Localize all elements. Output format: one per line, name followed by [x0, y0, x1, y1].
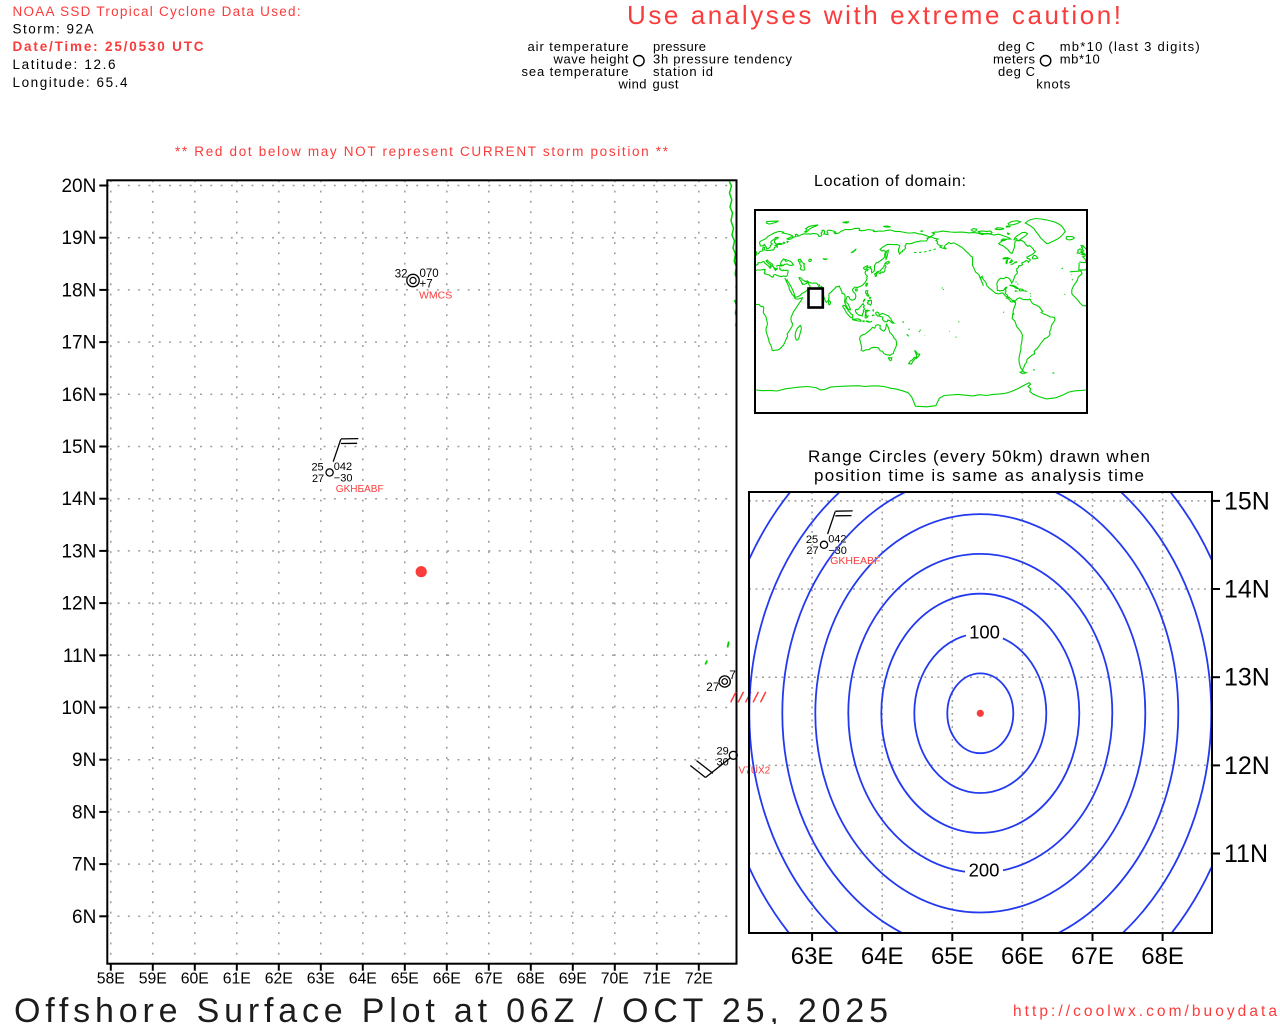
- svg-text:32: 32: [395, 269, 408, 281]
- svg-text:knots: knots: [1036, 77, 1071, 92]
- svg-text:11N: 11N: [1224, 840, 1268, 868]
- svg-text:8N: 8N: [72, 802, 96, 823]
- svg-text:mb*10: mb*10: [1060, 52, 1100, 67]
- svg-text:7N: 7N: [72, 855, 96, 876]
- svg-text:+7: +7: [420, 279, 433, 291]
- svg-text:12N: 12N: [1224, 752, 1270, 780]
- svg-text:Longitude: 65.4: Longitude: 65.4: [13, 75, 128, 90]
- svg-text:69E: 69E: [559, 971, 587, 988]
- svg-text:100: 100: [969, 622, 1000, 643]
- svg-text:3h pressure tendency: 3h pressure tendency: [653, 52, 793, 67]
- svg-text:−30: −30: [334, 473, 353, 485]
- svg-text:19N: 19N: [61, 228, 96, 249]
- svg-text:air temperature: air temperature: [528, 39, 629, 54]
- svg-text:9N: 9N: [72, 750, 96, 771]
- svg-text:7: 7: [729, 668, 736, 682]
- svg-text:WMCS: WMCS: [419, 290, 452, 302]
- svg-text:15N: 15N: [61, 437, 96, 458]
- svg-text:Date/Time: 25/0530 UTC: Date/Time: 25/0530 UTC: [13, 39, 204, 54]
- svg-text:68E: 68E: [517, 971, 545, 988]
- svg-text:70E: 70E: [601, 971, 629, 988]
- svg-text:58E: 58E: [97, 971, 125, 988]
- svg-text:25: 25: [311, 462, 323, 474]
- svg-text:64E: 64E: [861, 943, 904, 970]
- svg-text:Use analyses with extreme caut: Use analyses with extreme caution!: [627, 0, 1121, 30]
- svg-text:042: 042: [334, 461, 352, 473]
- svg-text:71E: 71E: [643, 971, 671, 988]
- svg-text:62E: 62E: [265, 971, 293, 988]
- svg-text:070: 070: [420, 268, 439, 280]
- svg-text:042: 042: [828, 534, 846, 546]
- svg-text:66E: 66E: [1001, 943, 1044, 970]
- svg-text:Storm: 92A: Storm: 92A: [13, 22, 94, 37]
- svg-text:61E: 61E: [223, 971, 251, 988]
- svg-text:16N: 16N: [61, 385, 96, 406]
- svg-text:15N: 15N: [1224, 487, 1270, 515]
- svg-text:Location of domain:: Location of domain:: [814, 173, 966, 190]
- svg-text:67E: 67E: [1071, 943, 1114, 970]
- svg-text:−30: −30: [828, 545, 847, 557]
- svg-text:27: 27: [806, 545, 818, 557]
- svg-text:sea temperature: sea temperature: [522, 64, 629, 79]
- svg-text:72E: 72E: [685, 971, 713, 988]
- svg-text:10N: 10N: [61, 698, 96, 719]
- svg-text:deg C: deg C: [998, 64, 1035, 79]
- svg-text:200: 200: [969, 860, 1000, 881]
- svg-text:position time is same as analy: position time is same as analysis time: [814, 466, 1144, 485]
- svg-text:59E: 59E: [139, 971, 167, 988]
- svg-text:NOAA SSD Tropical Cyclone Data: NOAA SSD Tropical Cyclone Data Used:: [13, 4, 301, 19]
- svg-text:6N: 6N: [72, 907, 96, 928]
- svg-text:29: 29: [717, 746, 729, 758]
- svg-text:wind: wind: [618, 77, 647, 92]
- svg-text:14N: 14N: [61, 489, 96, 510]
- svg-text:Range Circles (every 50km) dra: Range Circles (every 50km) drawn when: [808, 447, 1150, 466]
- svg-text:64E: 64E: [349, 971, 377, 988]
- svg-text:27: 27: [312, 473, 324, 485]
- svg-text:deg C: deg C: [998, 39, 1035, 54]
- svg-text:13N: 13N: [1224, 664, 1270, 692]
- svg-text:station id: station id: [653, 64, 713, 79]
- svg-text:GKHEABF: GKHEABF: [830, 555, 880, 567]
- svg-text:63E: 63E: [307, 971, 335, 988]
- svg-text:12N: 12N: [61, 594, 96, 615]
- svg-text:14N: 14N: [1224, 576, 1270, 604]
- svg-text:pressure: pressure: [653, 39, 706, 54]
- svg-text:60E: 60E: [181, 971, 209, 988]
- svg-text:Latitude: 12.6: Latitude: 12.6: [13, 57, 116, 72]
- svg-text:11N: 11N: [63, 646, 96, 667]
- svg-text:25: 25: [806, 534, 818, 546]
- svg-text:18N: 18N: [61, 280, 96, 301]
- svg-text:gust: gust: [653, 77, 679, 92]
- svg-text:meters: meters: [993, 52, 1036, 67]
- svg-text:GKHEABF: GKHEABF: [336, 484, 384, 495]
- svg-text:30: 30: [717, 756, 729, 768]
- svg-text:20N: 20N: [61, 176, 96, 197]
- svg-text:67E: 67E: [475, 971, 503, 988]
- svg-text:17N: 17N: [61, 333, 96, 354]
- svg-text:68E: 68E: [1141, 943, 1184, 970]
- svg-text:wave height: wave height: [553, 52, 629, 67]
- svg-text:65E: 65E: [931, 943, 974, 970]
- svg-text:63E: 63E: [791, 943, 834, 970]
- svg-text:** Red dot below may NOT repre: ** Red dot below may NOT represent CURRE…: [175, 144, 669, 159]
- svg-text:66E: 66E: [433, 971, 461, 988]
- svg-text:http://coolwx.com/buoydata: http://coolwx.com/buoydata: [1013, 1003, 1277, 1020]
- svg-text:27: 27: [706, 680, 720, 694]
- svg-text:13N: 13N: [61, 541, 96, 562]
- svg-text:65E: 65E: [391, 971, 419, 988]
